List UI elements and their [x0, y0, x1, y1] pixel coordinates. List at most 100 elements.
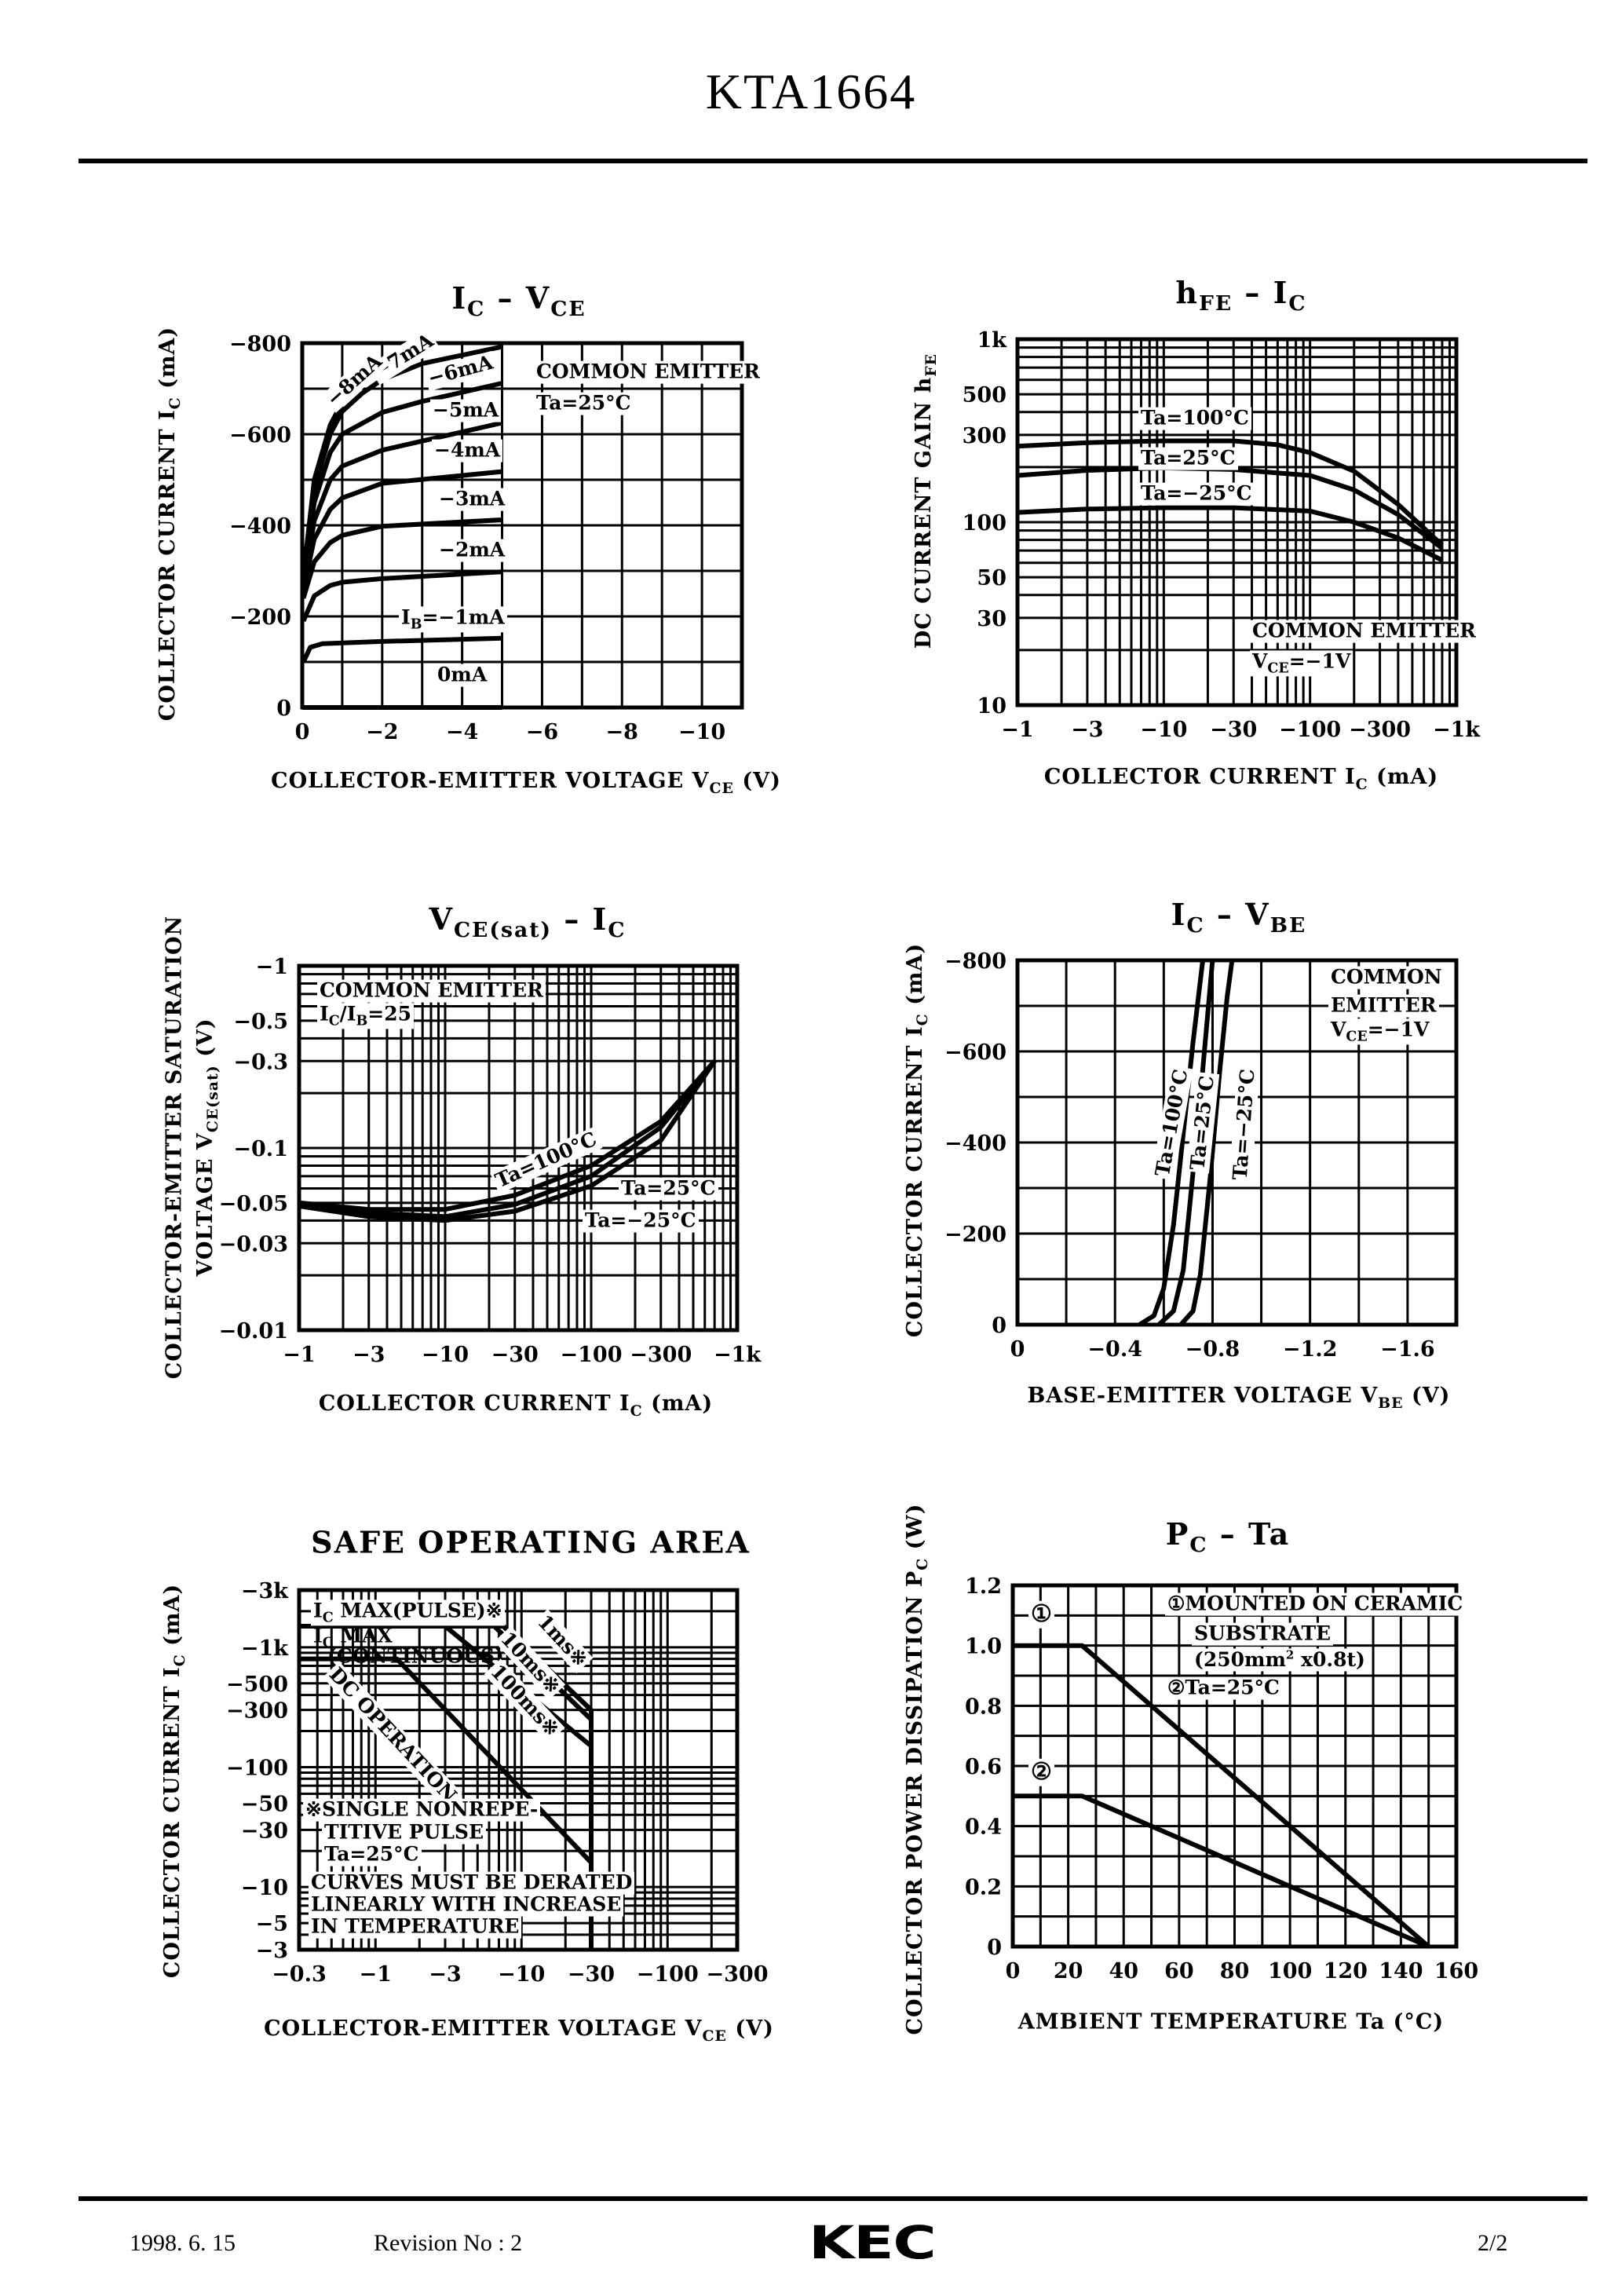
- x-tick-label: −3: [1071, 718, 1103, 742]
- y-tick-label: −300: [226, 1699, 288, 1724]
- text-segment: – Ta: [1207, 1515, 1291, 1552]
- series-marker: ②: [1028, 1758, 1054, 1786]
- x-tick-label: −10: [422, 1343, 469, 1367]
- subscript-text: C: [170, 1654, 188, 1667]
- legend-text: IC/IB=25: [317, 1003, 415, 1029]
- series-name: −1mA: [438, 605, 505, 629]
- plot-frame: [1015, 958, 1459, 1327]
- y-tick-label: 0: [992, 1314, 1006, 1338]
- y-tick-label: 1.2: [965, 1574, 1002, 1599]
- series-label: −2mA: [437, 539, 508, 562]
- x-tick-label: −30: [491, 1343, 539, 1367]
- legend-text: (250mm2 x0.8t): [1192, 1647, 1368, 1672]
- series-label: Ta=−25°C: [1138, 482, 1255, 506]
- x-tick-label: 80: [1220, 1959, 1250, 1983]
- subscript-text: CE(sat): [203, 1065, 221, 1133]
- text-segment: (mA): [155, 326, 181, 397]
- legend-text: VCE=−1V: [1328, 1018, 1432, 1045]
- y-tick-label: −800: [944, 949, 1006, 974]
- y-tick-label: −1k: [241, 1636, 289, 1661]
- x-tick-label: −3: [353, 1343, 385, 1367]
- legend-text: COMMON EMITTER: [1250, 620, 1478, 643]
- x-tick-label: −6: [526, 720, 558, 744]
- plot-frame: [1010, 1583, 1459, 1949]
- text-segment: (V): [726, 2016, 774, 2042]
- x-tick-label: −3: [429, 1962, 461, 1987]
- subscript-text: C: [322, 1610, 334, 1626]
- x-tick-label: 40: [1109, 1959, 1138, 1983]
- text-segment: COLLECTOR CURRENT I: [1043, 765, 1356, 790]
- text-segment: (V): [193, 1018, 218, 1066]
- series-line: [1017, 465, 1444, 550]
- annotation: IC MAX(PULSE)※: [311, 1600, 505, 1626]
- y-tick-label: −0.3: [233, 1050, 288, 1074]
- y-tick-label: −800: [229, 332, 291, 356]
- x-tick-label: 120: [1324, 1959, 1368, 1983]
- y-tick-label: −0.05: [219, 1192, 288, 1216]
- header-divider: [79, 159, 1587, 163]
- chart-title: IC – VCE: [451, 280, 586, 321]
- text-segment: VOLTAGE V: [193, 1132, 218, 1277]
- annotation: Ta=25°C: [322, 1843, 422, 1866]
- x-tick-label: −0.3: [272, 1962, 327, 1987]
- x-tick-label: −1k: [1433, 718, 1481, 742]
- y-tick-label: 300: [963, 424, 1006, 448]
- x-tick-label: −1.6: [1380, 1337, 1435, 1362]
- subscript-text: C: [166, 397, 184, 410]
- text-segment: (mA): [642, 1391, 714, 1417]
- chart-title: IC – VBE: [1171, 897, 1307, 938]
- series-line: [298, 1059, 717, 1223]
- subscript-text: C: [608, 918, 627, 943]
- y-tick-label: −50: [241, 1792, 288, 1816]
- text-segment: =−1V: [1367, 1018, 1430, 1041]
- series-line: [1013, 1643, 1430, 1949]
- text-segment: COLLECTOR CURRENT I: [155, 409, 181, 722]
- series-label: 0mA: [435, 664, 490, 687]
- series-line: [1017, 438, 1444, 547]
- y-tick-label: −200: [944, 1223, 1006, 1247]
- text-segment: (mA): [160, 1583, 185, 1654]
- x-tick-label: 20: [1054, 1959, 1083, 1983]
- series-line: [1178, 960, 1235, 1326]
- series-label: IB=−1mA: [399, 605, 507, 633]
- page-title: KTA1664: [705, 64, 917, 119]
- series-label: Ta=100°C: [1138, 407, 1251, 430]
- footer-page-number: 2/2: [1478, 2230, 1508, 2256]
- subscript-text: C: [322, 1635, 334, 1651]
- footer-revision: Revision No : 2: [374, 2230, 523, 2256]
- subscript-text: B: [356, 1013, 368, 1029]
- series-label: −3mA: [437, 488, 508, 511]
- subscript-text: CE: [550, 297, 586, 322]
- y-tick-label: 0: [276, 696, 291, 721]
- text-segment: COLLECTOR CURRENT I: [903, 1026, 928, 1338]
- x-tick-label: −30: [568, 1962, 615, 1987]
- y-tick-label: 1.0: [965, 1635, 1002, 1659]
- x-tick-label: −10: [678, 720, 725, 744]
- subscript-text: BE: [1378, 1394, 1404, 1412]
- x-axis-label: COLLECTOR CURRENT IC (mA): [319, 1391, 713, 1420]
- series-line: [301, 469, 502, 590]
- annotation: LINEARLY WITH INCREASE: [309, 1893, 624, 1917]
- subscript-text: C: [328, 1013, 340, 1029]
- x-tick-label: 0: [1006, 1959, 1021, 1983]
- text-segment: I: [313, 1624, 323, 1647]
- x-tick-label: −1k: [714, 1343, 762, 1367]
- chart-title: VCE(sat) – IC: [429, 901, 627, 942]
- y-tick-label: 0.6: [965, 1755, 1002, 1779]
- x-tick-label: −10: [498, 1962, 545, 1987]
- chart-1: −1 −3 −10 −30 −100 −300 −1k 10 30 50 100 300 500 1k: [963, 328, 1481, 742]
- series-label: Ta=−25°C: [583, 1209, 699, 1233]
- text-segment: (250mm: [1194, 1647, 1286, 1671]
- y-axis-label: COLLECTOR-EMITTER SATURATION: [163, 916, 187, 1379]
- series-label: Ta=25°C: [1138, 447, 1238, 470]
- x-tick-label: 100: [1268, 1959, 1312, 1983]
- x-tick-label: −30: [1210, 718, 1257, 742]
- subscript-text: B: [410, 616, 422, 633]
- subscript-text: BE: [1269, 913, 1307, 938]
- y-tick-label: −3: [256, 1939, 288, 1963]
- legend-text: Ta=25°C: [534, 392, 634, 415]
- series-line: [1013, 1793, 1430, 1949]
- text-segment: V: [1331, 1018, 1346, 1041]
- plot-frame: [297, 963, 740, 1333]
